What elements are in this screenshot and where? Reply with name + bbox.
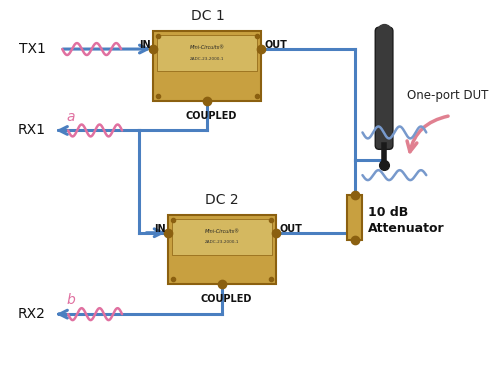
Text: Mini-Circuits®: Mini-Circuits® (205, 229, 240, 234)
FancyBboxPatch shape (157, 35, 257, 71)
Text: RX2: RX2 (17, 307, 45, 321)
Text: Mini-Circuits®: Mini-Circuits® (190, 45, 225, 50)
Text: TX1: TX1 (18, 42, 45, 56)
FancyBboxPatch shape (168, 215, 276, 284)
Text: 10 dB: 10 dB (368, 206, 409, 219)
Text: OUT: OUT (279, 224, 302, 234)
FancyBboxPatch shape (347, 195, 362, 240)
Text: OUT: OUT (264, 40, 287, 50)
Text: COUPLED: COUPLED (201, 294, 252, 304)
Text: COUPLED: COUPLED (186, 111, 237, 121)
Text: DC 1: DC 1 (191, 9, 225, 23)
Text: One-port DUT: One-port DUT (407, 89, 489, 102)
Text: DC 2: DC 2 (206, 193, 239, 207)
FancyArrowPatch shape (407, 116, 448, 152)
Text: RX1: RX1 (17, 124, 45, 137)
Text: a: a (66, 110, 75, 124)
Text: b: b (66, 293, 75, 307)
Text: IN: IN (139, 40, 151, 50)
Text: ZADC-23-2000-1: ZADC-23-2000-1 (190, 57, 225, 60)
FancyBboxPatch shape (172, 219, 272, 255)
FancyBboxPatch shape (375, 27, 393, 149)
Text: ZADC-23-2000-1: ZADC-23-2000-1 (205, 240, 240, 244)
Text: Attenuator: Attenuator (368, 222, 445, 235)
Text: IN: IN (154, 224, 165, 234)
FancyBboxPatch shape (154, 31, 261, 101)
